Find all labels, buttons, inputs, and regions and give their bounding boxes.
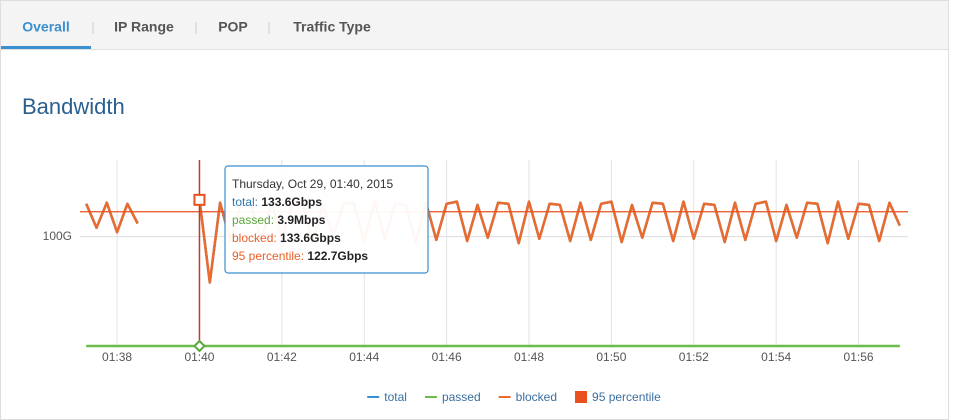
legend: total passed blocked 95 percentile [367,390,661,404]
x-tick-label: 01:42 [267,350,297,364]
tooltip-row: total: 133.6Gbps [232,195,322,209]
hover-marker [193,339,206,353]
tab[interactable]: Overall [22,19,69,35]
y-tick-label: 100G [43,229,72,243]
tab-bar [1,1,948,49]
legend-label: total [384,390,407,404]
x-tick-label: 01:40 [184,350,214,364]
hover-marker [193,193,206,206]
legend-label: 95 percentile [592,390,661,404]
x-tick-label: 01:48 [514,350,544,364]
tooltip-value: 3.9Mbps [277,213,325,227]
tooltip-label: total: [232,195,258,209]
tooltip-row: 95 percentile: 122.7Gbps [232,249,368,263]
x-tick-label: 01:54 [761,350,791,364]
tooltip-value: 133.6Gbps [261,195,322,209]
x-tick-label: 01:56 [844,350,874,364]
x-tick-label: 01:44 [349,350,379,364]
tooltip-title: Thursday, Oct 29, 01:40, 2015 [232,177,394,191]
tooltip-label: 95 percentile: [232,249,304,263]
x-tick-label: 01:50 [596,350,626,364]
x-tick-label: 01:52 [679,350,709,364]
tab[interactable]: POP [218,19,248,35]
tooltip-value: 122.7Gbps [307,249,368,263]
tooltip-label: blocked: [232,231,277,245]
tab[interactable]: Traffic Type [293,19,371,35]
legend-symbol [575,391,588,403]
tooltip-row: blocked: 133.6Gbps [232,231,341,245]
legend-label: blocked [516,390,557,404]
tooltip-label: passed: [232,213,274,227]
tooltip-box [224,165,429,274]
tooltip-row: passed: 3.9Mbps [232,213,326,227]
active-tab-indicator [1,46,91,49]
tab[interactable]: IP Range [114,19,174,35]
tooltip-value: 133.6Gbps [280,231,341,245]
x-tick-label: 01:38 [102,350,132,364]
x-tick-label: 01:46 [432,350,462,364]
section-heading: Bandwidth [22,94,125,119]
legend-label: passed [442,390,481,404]
